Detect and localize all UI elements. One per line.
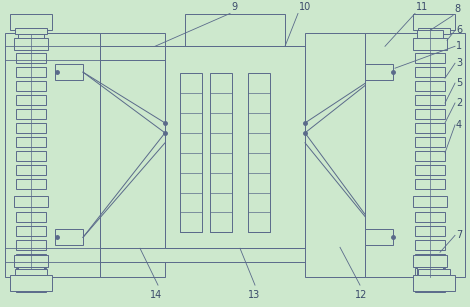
Bar [415, 240, 445, 250]
Bar [305, 33, 365, 277]
Bar [415, 95, 445, 105]
Bar [415, 282, 445, 292]
Bar [14, 196, 48, 208]
Bar [15, 28, 47, 34]
Text: 13: 13 [248, 290, 260, 300]
Bar [415, 212, 445, 223]
Bar [16, 123, 46, 133]
Bar [165, 46, 305, 248]
Bar [16, 151, 46, 161]
Bar [413, 255, 447, 267]
Bar [14, 255, 48, 267]
Bar [417, 267, 443, 277]
Bar [415, 226, 445, 236]
Bar [10, 275, 52, 291]
Bar [365, 64, 393, 80]
Bar [14, 38, 48, 50]
Bar [100, 46, 370, 60]
Bar [18, 30, 44, 40]
Bar [185, 14, 285, 46]
Bar [16, 268, 46, 278]
Bar [55, 229, 83, 245]
Bar [5, 33, 100, 277]
Text: 2: 2 [456, 98, 462, 108]
Text: 12: 12 [355, 290, 368, 300]
Text: 10: 10 [299, 2, 311, 13]
Bar [16, 212, 46, 223]
Bar [418, 28, 450, 34]
Text: 6: 6 [456, 25, 462, 35]
Bar [55, 64, 83, 80]
Bar [415, 254, 445, 264]
Bar [415, 165, 445, 175]
Bar [16, 109, 46, 119]
Bar [413, 275, 455, 291]
Bar [418, 269, 450, 275]
Bar [415, 268, 445, 278]
Bar [415, 53, 445, 63]
Text: 7: 7 [456, 230, 462, 240]
Bar [248, 73, 270, 232]
Bar [16, 81, 46, 91]
Bar [100, 248, 370, 262]
Bar [16, 165, 46, 175]
Bar [10, 14, 52, 30]
Text: 5: 5 [456, 78, 462, 88]
Bar [415, 179, 445, 188]
Bar [415, 67, 445, 77]
Bar [16, 254, 46, 264]
Bar [417, 30, 443, 40]
Bar [15, 269, 47, 275]
Text: 3: 3 [456, 58, 462, 68]
Bar [16, 95, 46, 105]
Bar [415, 123, 445, 133]
Bar [16, 53, 46, 63]
Bar [415, 151, 445, 161]
Bar [210, 73, 232, 232]
Bar [16, 67, 46, 77]
Text: 4: 4 [456, 120, 462, 130]
Bar [413, 196, 447, 208]
Bar [16, 179, 46, 188]
Bar [415, 137, 445, 147]
Bar [365, 33, 465, 277]
Bar [100, 33, 165, 277]
Bar [16, 282, 46, 292]
Bar [415, 81, 445, 91]
Bar [413, 14, 455, 30]
Text: 11: 11 [416, 2, 428, 13]
Bar [16, 137, 46, 147]
Bar [415, 109, 445, 119]
Text: 8: 8 [454, 5, 460, 14]
Bar [413, 38, 447, 50]
Bar [180, 73, 202, 232]
Bar [365, 229, 393, 245]
Bar [16, 240, 46, 250]
Bar [18, 267, 44, 277]
Bar [16, 226, 46, 236]
Text: 1: 1 [456, 41, 462, 51]
Text: 14: 14 [150, 290, 162, 300]
Text: 9: 9 [231, 2, 237, 13]
